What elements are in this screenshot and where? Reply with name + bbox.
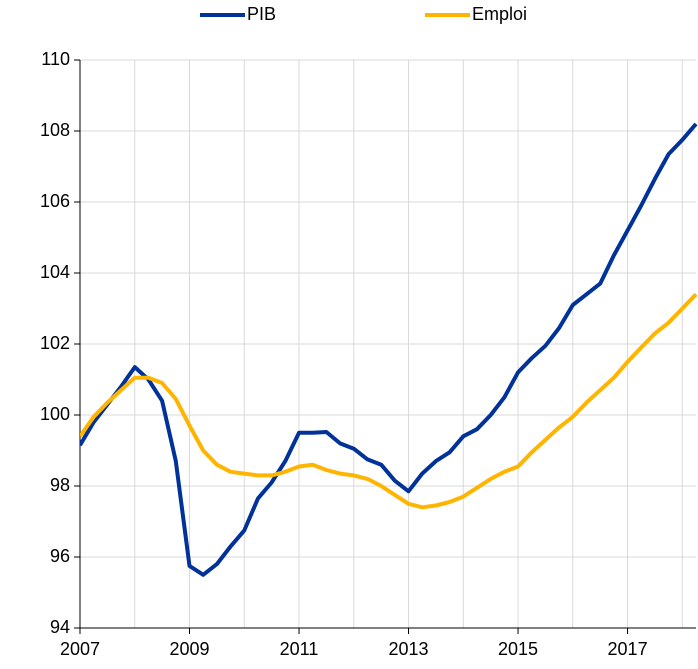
x-tick-label: 2015 (498, 639, 538, 659)
y-tick-label: 110 (41, 49, 70, 69)
line-series (80, 292, 698, 510)
y-tick-label: 104 (40, 262, 70, 282)
line-series (80, 122, 698, 577)
y-tick-label: 106 (40, 191, 70, 211)
y-tick-label: 100 (40, 404, 70, 424)
x-tick-label: 2009 (169, 639, 209, 659)
x-tick-label: 2013 (389, 639, 429, 659)
y-tick-label: 98 (50, 475, 70, 495)
y-tick-label: 102 (40, 333, 70, 353)
x-tick-label: 2007 (60, 639, 100, 659)
y-tick-label: 94 (50, 617, 70, 637)
plot-area (80, 122, 698, 577)
legend-label: PIB (247, 4, 276, 24)
x-tick-label: 2011 (280, 639, 319, 659)
legend-label: Emploi (472, 4, 527, 24)
y-tick-label: 108 (40, 120, 70, 140)
x-tick-label: 2017 (608, 639, 648, 659)
y-tick-label: 96 (50, 546, 70, 566)
